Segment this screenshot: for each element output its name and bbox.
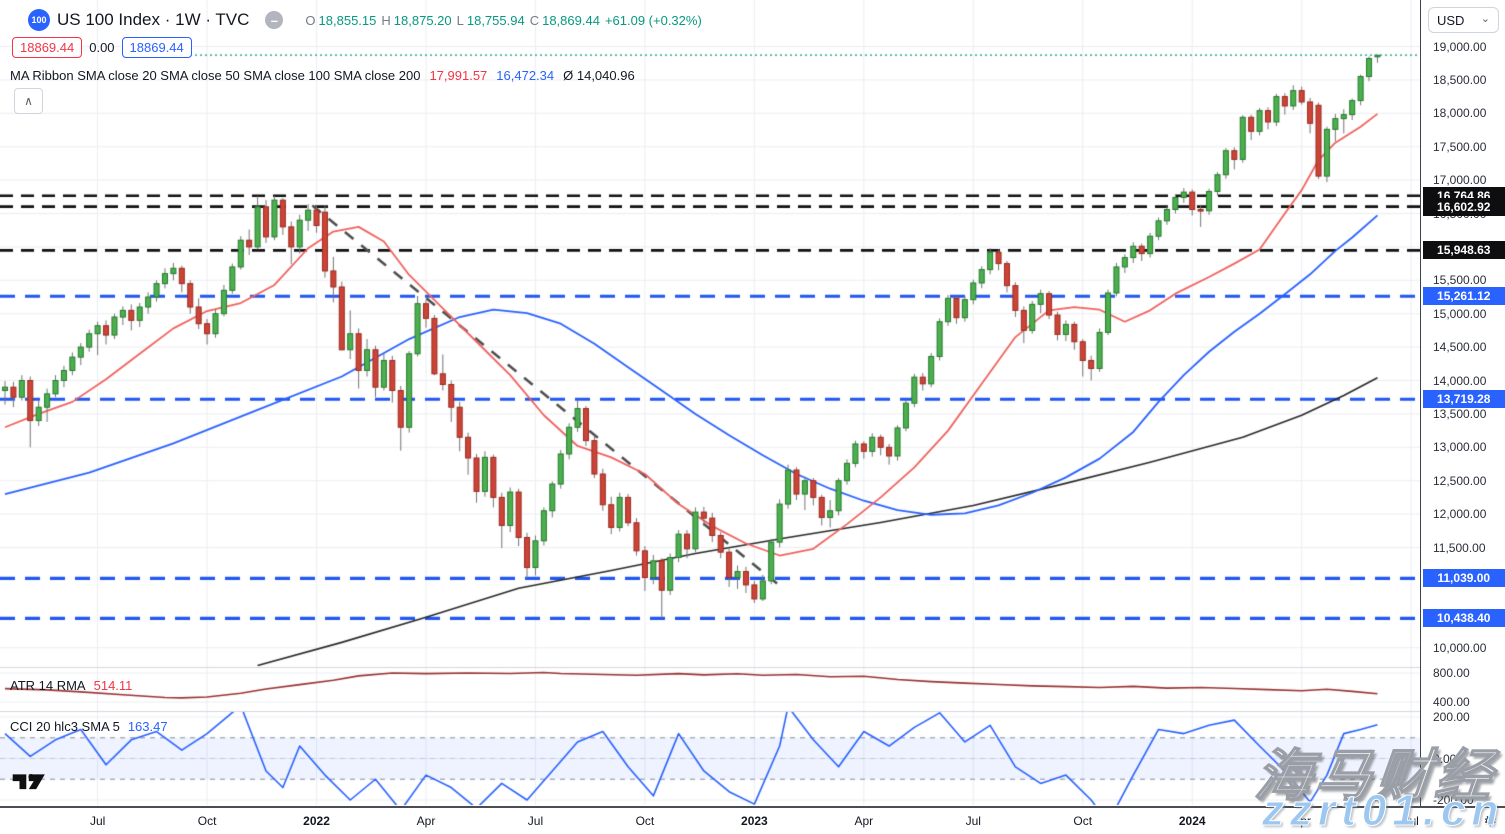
- price-tick-label: 800.00: [1433, 666, 1470, 680]
- watermark-url-text: zzrt01.cn: [1261, 786, 1505, 834]
- price-tick-label: 400.00: [1433, 695, 1470, 709]
- high-value: 18,875.20: [393, 12, 452, 28]
- price-tick-label: 14,000.00: [1433, 373, 1487, 388]
- currency-selector[interactable]: USD ⌄: [1428, 7, 1499, 33]
- time-tick-label: Oct: [635, 814, 655, 828]
- price-tick-label: 13,500.00: [1433, 406, 1487, 421]
- price-tick-label: 17,500.00: [1433, 139, 1487, 154]
- time-tick-label: Jul: [527, 814, 544, 828]
- price-tick-label: 18,000.00: [1433, 106, 1487, 121]
- price-tick-label: 17,000.00: [1433, 173, 1487, 188]
- price-label-row: 18869.44 0.00 18869.44: [12, 36, 192, 58]
- sell-price-label[interactable]: 18869.44: [12, 36, 83, 58]
- low-label: L: [456, 12, 464, 28]
- atr-value: 514.11: [93, 678, 133, 693]
- close-label: C: [529, 12, 540, 28]
- high-label: H: [381, 12, 391, 28]
- time-tick-label: Jul: [965, 814, 981, 828]
- time-tick-label: 2024: [1178, 814, 1206, 828]
- ma-ribbon-legend[interactable]: MA Ribbon SMA close 20 SMA close 50 SMA …: [10, 67, 635, 83]
- sma20-value: 17,991.57: [429, 67, 488, 83]
- chevron-down-icon: ⌄: [1480, 12, 1490, 25]
- close-value: 18,869.44: [542, 12, 600, 28]
- time-tick-label: 2023: [741, 814, 768, 828]
- price-level-badge[interactable]: 16,602.92: [1422, 197, 1505, 216]
- atr-title: ATR 14 RMA: [10, 678, 86, 693]
- time-tick-label: Apr: [854, 814, 874, 828]
- tradingview-logo-icon[interactable]: [12, 770, 48, 791]
- price-tick-label: 12,000.00: [1433, 507, 1487, 522]
- price-level-badge[interactable]: 11,039.00: [1422, 569, 1505, 588]
- price-tick-label: 14,500.00: [1433, 340, 1487, 355]
- price-axis[interactable]: USD ⌄ 19,000.00 18,500.00 18,000.00 17,500.…: [1420, 0, 1505, 807]
- price-tick-label: 0.00: [1433, 751, 1457, 766]
- settings-gear-icon[interactable]: ⚙: [1483, 813, 1497, 830]
- cci-legend[interactable]: CCI 20 hlc3 SMA 5 163.47: [10, 719, 168, 734]
- spread-value: 0.00: [89, 39, 115, 55]
- market-status-icon[interactable]: –: [265, 11, 284, 29]
- atr-legend[interactable]: ATR 14 RMA 514.11: [10, 678, 132, 693]
- price-level-badge[interactable]: 13,719.28: [1422, 390, 1505, 409]
- price-level-badge[interactable]: 15,261.12: [1422, 287, 1505, 306]
- price-tick-label: 13,000.00: [1433, 440, 1487, 455]
- symbol-title[interactable]: US 100 Index · 1W · TVC: [57, 10, 250, 29]
- open-value: 18,855.15: [318, 12, 377, 28]
- sma200-value: Ø 14,040.96: [563, 67, 635, 83]
- cci-title: CCI 20 hlc3 SMA 5: [10, 719, 120, 734]
- price-tick-label: 15,000.00: [1433, 306, 1487, 321]
- open-label: O: [305, 12, 316, 28]
- price-tick-label: 18,500.00: [1433, 72, 1487, 87]
- price-tick-label: -200.00: [1433, 793, 1474, 807]
- ohlc-readout: O 18,855.15 H 18,875.20 L 18,755.94 C 18…: [305, 13, 701, 28]
- time-axis[interactable]: ⚙ Jul Oct 2022 Apr Jul Oct 2023 Apr Jul Oct 2024 Ap…: [0, 806, 1505, 834]
- change-value: +61.09 (+0.32%): [604, 12, 702, 28]
- price-tick-label: 12,500.00: [1433, 473, 1487, 488]
- sma50-value: 16,472.34: [496, 67, 555, 83]
- time-tick-label: Apr: [416, 814, 436, 828]
- low-value: 18,755.94: [466, 12, 525, 28]
- time-tick-label: Apr: [1292, 814, 1312, 828]
- price-tick-label: 10,000.00: [1433, 640, 1487, 655]
- ma-ribbon-title: MA Ribbon SMA close 20 SMA close 50 SMA …: [10, 67, 421, 83]
- price-tick-label: 11,500.00: [1433, 540, 1486, 555]
- collapse-indicators-button[interactable]: ∧: [14, 88, 43, 114]
- symbol-header: 100 US 100 Index · 1W · TVC – O 18,855.1…: [28, 8, 702, 32]
- time-tick-label: Oct: [1073, 814, 1093, 828]
- time-tick-label: Jul: [1403, 814, 1419, 828]
- time-tick-label: Jul: [89, 814, 106, 828]
- price-tick-label: 200.00: [1433, 710, 1470, 724]
- main-chart-canvas[interactable]: [0, 0, 1420, 806]
- price-tick-label: 15,500.00: [1433, 273, 1487, 288]
- buy-price-label[interactable]: 18869.44: [121, 36, 192, 58]
- price-level-badge[interactable]: 15,948.63: [1422, 241, 1505, 260]
- symbol-logo-icon[interactable]: 100: [28, 9, 50, 31]
- time-tick-label: 2022: [303, 814, 330, 828]
- price-tick-label: 19,000.00: [1433, 39, 1487, 54]
- cci-value: 163.47: [127, 719, 168, 734]
- chevron-up-icon: ∧: [24, 94, 33, 108]
- currency-label: USD: [1437, 12, 1465, 28]
- time-tick-label: Oct: [197, 814, 217, 828]
- price-level-badge[interactable]: 10,438.40: [1422, 609, 1505, 628]
